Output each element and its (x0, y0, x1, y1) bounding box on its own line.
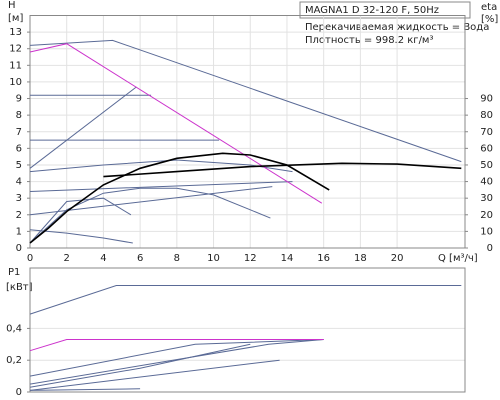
y-tick-label: 0,2 (6, 355, 22, 366)
x-tick-label: 2 (64, 253, 70, 264)
curve (29, 39, 462, 163)
y2-tick-label: 90 (480, 94, 493, 105)
curve (29, 388, 141, 391)
curve (103, 162, 462, 178)
x-tick-label: 14 (281, 253, 294, 264)
curve (29, 186, 273, 216)
x-tick-label: 8 (174, 253, 180, 264)
curve (29, 86, 137, 169)
y2-tick-label: 10 (480, 226, 493, 237)
curve (29, 285, 462, 315)
y-unit: [м] (8, 13, 23, 24)
y-tick-label: 12 (9, 44, 22, 55)
x-label: Q [м³/ч] (438, 253, 478, 264)
x-tick-label: 20 (391, 253, 404, 264)
curve (29, 43, 323, 204)
y-tick-label: 13 (9, 27, 22, 38)
y-tick-label: 2 (16, 210, 22, 221)
y-tick-label: 5 (16, 160, 22, 171)
curve (29, 359, 280, 391)
y2-tick-label: 20 (480, 210, 493, 221)
curve (29, 152, 330, 244)
x-tick-label: 10 (207, 253, 220, 264)
y-tick-label: 10 (9, 77, 22, 88)
x-tick-label: 6 (137, 253, 143, 264)
y-label: P1 (8, 267, 20, 278)
x-tick-label: 18 (354, 253, 367, 264)
y-tick-label: 9 (16, 94, 22, 105)
y-tick-label: 0,4 (6, 323, 22, 334)
curve (29, 197, 132, 244)
plot-frame (29, 15, 466, 249)
y2-tick-label: 50 (480, 160, 493, 171)
y-label: H (8, 0, 16, 11)
y2-label: eta (481, 2, 497, 13)
annotation: Плотность = 998.2 кг/м³ (305, 35, 434, 46)
y-tick-label: 11 (9, 60, 22, 71)
y-tick-label: 1 (16, 226, 22, 237)
x-tick-label: 0 (27, 253, 33, 264)
x-tick-label: 16 (317, 253, 330, 264)
y2-tick-label: 70 (480, 127, 493, 138)
y-tick-label: 0 (16, 243, 22, 254)
y-tick-label: 7 (16, 127, 22, 138)
y2-tick-label: 80 (480, 110, 493, 121)
y2-tick-label: 40 (480, 177, 493, 188)
curve (29, 187, 271, 244)
y-tick-label: 0 (16, 387, 22, 398)
y-unit: [кВт] (6, 282, 33, 293)
curve (29, 339, 324, 385)
curve (29, 229, 133, 244)
curve (29, 181, 293, 192)
chart-title: MAGNA1 D 32-120 F, 50Hz (305, 5, 439, 16)
curve (29, 343, 251, 388)
title-box (299, 1, 471, 19)
plot-frame (29, 267, 466, 393)
y-tick-label: 3 (16, 193, 22, 204)
y2-unit: [%] (481, 14, 498, 25)
y-tick-label: 6 (16, 143, 22, 154)
y2-tick-label: 30 (480, 193, 493, 204)
y-tick-label: 4 (16, 177, 22, 188)
curve (29, 339, 324, 377)
y-tick-label: 8 (16, 110, 22, 121)
y2-tick-label: 0 (487, 243, 493, 254)
curve (29, 339, 324, 352)
y2-tick-label: 60 (480, 143, 493, 154)
x-tick-label: 12 (244, 253, 257, 264)
x-tick-label: 4 (100, 253, 106, 264)
